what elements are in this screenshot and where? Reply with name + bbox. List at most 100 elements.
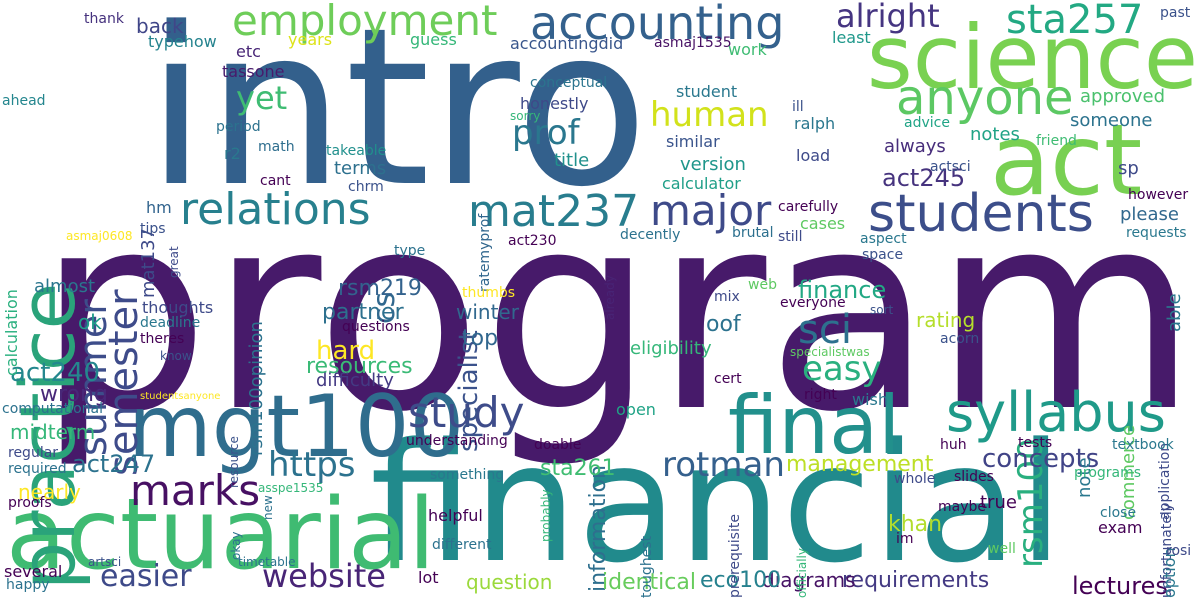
word-financial: financial: [370, 408, 1064, 599]
word-resources: resources: [306, 354, 413, 379]
word-question: question: [466, 570, 553, 594]
word-marks: marks: [130, 466, 261, 515]
word-maybe: maybe: [938, 499, 987, 515]
word-tests: tests: [1018, 435, 1053, 451]
word-human: human: [650, 95, 769, 135]
word-work: work: [728, 40, 767, 59]
word-cases: cases: [800, 214, 846, 233]
word-honestly: honestly: [520, 94, 589, 113]
word-similar: similar: [666, 132, 720, 151]
word-ratemyprof: ratemyprof: [477, 213, 493, 292]
word-diagrams: diagrams: [762, 568, 856, 592]
word-terms: terms: [334, 158, 387, 179]
word-sta257: sta257: [1006, 0, 1144, 43]
word-r2: r2: [224, 144, 241, 163]
word-aspect: aspect: [860, 231, 907, 247]
word-actuarial: actuarial: [6, 478, 436, 592]
word-requirements: requirements: [842, 568, 990, 593]
word-asmaj1535: asmaj1535: [654, 35, 732, 51]
word-chrm: chrm: [348, 179, 384, 195]
word-well: well: [988, 541, 1016, 557]
word-anyone: anyone: [896, 70, 1074, 126]
word-ralph: ralph: [794, 114, 836, 133]
word-eligibility: eligibility: [630, 338, 712, 359]
word-major: major: [650, 186, 772, 235]
word-happy: happy: [6, 577, 50, 593]
word-oof: oof: [706, 312, 741, 337]
word-actsci: actsci: [930, 159, 971, 175]
word-act230: act230: [508, 233, 557, 249]
word-friend: friend: [1036, 133, 1077, 149]
word-least: least: [832, 28, 871, 47]
word-mgt100: mgt100: [128, 377, 465, 477]
word-midterm: midterm: [10, 420, 96, 444]
word-probably: probably: [539, 489, 553, 542]
word-tassone: tassone: [222, 62, 285, 81]
word-web: web: [748, 277, 777, 293]
word-already: already: [603, 275, 617, 320]
word-study: study: [408, 388, 525, 437]
word-doable: doable: [534, 437, 582, 453]
word-however: however: [1128, 187, 1189, 203]
word-relations: relations: [180, 184, 371, 235]
word-new: new: [261, 495, 275, 520]
word-resource: resource: [227, 436, 241, 488]
word-ill: ill: [792, 99, 804, 115]
word-concepts: concepts: [982, 444, 1100, 474]
word-slides: slides: [954, 469, 994, 485]
word-theres: theres: [140, 331, 185, 347]
word-cant: cant: [260, 173, 291, 189]
word-cert: cert: [714, 371, 742, 387]
word-timetable: timetable: [238, 555, 296, 569]
word-computational: computational: [2, 401, 104, 417]
word-helpful: helpful: [428, 506, 483, 525]
word-im: im: [896, 531, 914, 547]
word-rsm100opinion: rsm100opinion: [246, 321, 267, 456]
word-khan: khan: [888, 512, 943, 537]
word-years: years: [288, 30, 333, 49]
word-space: space: [862, 247, 904, 263]
word-different: different: [432, 537, 492, 553]
word-thumbs: thumbs: [462, 285, 516, 301]
word-thoughts: thoughts: [142, 298, 214, 317]
word-type: type: [394, 243, 426, 259]
word-close: close: [1100, 505, 1137, 521]
word-proofs: proofs: [8, 495, 52, 511]
word-act247: act247: [72, 450, 156, 478]
word-partner: partner: [322, 300, 404, 325]
word-right: right: [804, 387, 837, 403]
word-everyone: everyone: [780, 295, 846, 311]
word-student: student: [676, 82, 738, 101]
word-questions: questions: [342, 319, 410, 335]
word-almost: almost: [34, 276, 96, 297]
word-final: final: [728, 379, 901, 472]
word-ok: ok: [78, 310, 102, 334]
word-lectures: lectures: [1072, 572, 1168, 600]
word-identical: identical: [602, 570, 696, 595]
word-program: program: [36, 156, 1198, 472]
word-toughest: toughest: [639, 535, 655, 598]
word-decently: decently: [620, 227, 681, 243]
word-intro: intro: [146, 0, 649, 235]
word-someone: someone: [1070, 110, 1153, 131]
word-know: know: [160, 349, 192, 363]
word-mat137: mat137: [138, 228, 159, 298]
word-tips: tips: [140, 221, 166, 237]
word-able: able: [1164, 293, 1185, 332]
word-employment: employment: [232, 0, 498, 45]
word-acorn: acorn: [940, 331, 980, 347]
word-math: math: [258, 139, 295, 155]
word-huh: huh: [940, 437, 967, 453]
word-rsm219: rsm219: [338, 276, 422, 301]
word-mat237: mat237: [468, 186, 640, 237]
word-whole: whole: [894, 471, 936, 487]
word-hard: hard: [316, 336, 376, 366]
word-alright: alright: [836, 0, 940, 35]
word-requests: requests: [1126, 225, 1187, 241]
word-guess: guess: [410, 30, 457, 49]
word-act245: act245: [882, 164, 966, 192]
word-sorry: sorry: [510, 109, 541, 123]
word-etc: etc: [236, 42, 261, 61]
word-sp: sp: [1118, 158, 1139, 179]
word-accounting: accounting: [530, 0, 785, 50]
